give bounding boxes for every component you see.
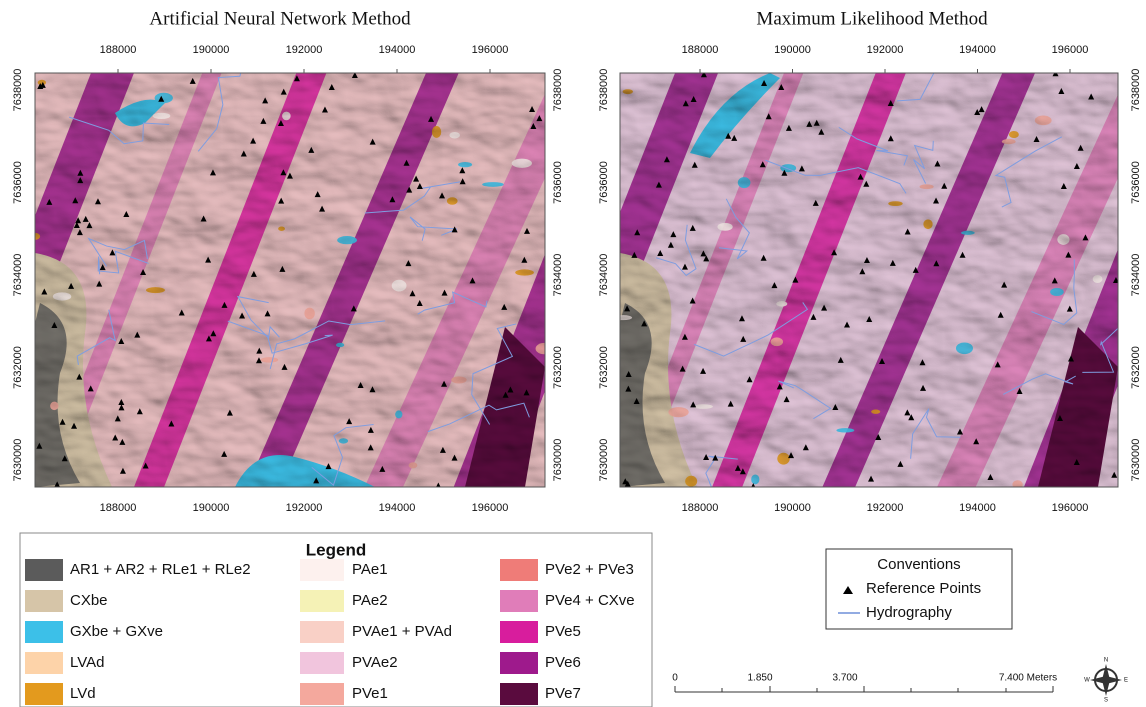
conventions-item: Hydrography bbox=[866, 604, 952, 621]
y-tick-label: 7638000 bbox=[598, 69, 610, 112]
legend-swatch bbox=[500, 652, 538, 674]
legend-label: PAe1 bbox=[352, 561, 388, 578]
x-tick-label: 190000 bbox=[193, 502, 230, 514]
legend-swatch bbox=[25, 652, 63, 674]
x-tick-label: 188000 bbox=[100, 502, 137, 514]
north-label: N bbox=[1104, 658, 1108, 664]
legend-label: GXbe + GXve bbox=[70, 623, 163, 640]
y-tick-label: 7636000 bbox=[552, 161, 564, 204]
scale-label: 7.400 Meters bbox=[999, 673, 1057, 684]
legend-label: PVe1 bbox=[352, 685, 388, 702]
legend-swatch bbox=[500, 559, 538, 581]
y-tick-label: 7636000 bbox=[598, 161, 610, 204]
legend-swatch bbox=[300, 683, 344, 705]
y-tick-label: 7632000 bbox=[552, 346, 564, 389]
y-tick-label: 7632000 bbox=[598, 346, 610, 389]
scale-label: 3.700 bbox=[832, 673, 857, 684]
legend-swatch bbox=[300, 590, 344, 612]
y-tick-label: 7634000 bbox=[552, 254, 564, 297]
legend-label: PVAe2 bbox=[352, 654, 398, 671]
y-tick-label: 7630000 bbox=[552, 439, 564, 482]
north-label: E bbox=[1124, 678, 1128, 684]
legend-swatch bbox=[300, 652, 344, 674]
legend-swatch bbox=[25, 621, 63, 643]
x-tick-label: 190000 bbox=[774, 44, 811, 56]
legend-label: PVe7 bbox=[545, 685, 581, 702]
y-tick-label: 7636000 bbox=[12, 161, 24, 204]
map-area bbox=[517, 16, 1146, 527]
north-arrow bbox=[1090, 664, 1122, 696]
legend-swatch bbox=[25, 683, 63, 705]
x-tick-label: 192000 bbox=[867, 44, 904, 56]
y-tick-label: 7634000 bbox=[1130, 254, 1142, 297]
y-tick-label: 7630000 bbox=[598, 439, 610, 482]
y-tick-label: 7632000 bbox=[12, 346, 24, 389]
x-tick-label: 188000 bbox=[100, 44, 137, 56]
legend-label: PAe2 bbox=[352, 592, 388, 609]
north-label: S bbox=[1104, 698, 1108, 704]
hillshade bbox=[35, 73, 545, 487]
north-label: W bbox=[1084, 678, 1090, 684]
x-tick-label: 194000 bbox=[959, 44, 996, 56]
y-tick-label: 7636000 bbox=[1130, 161, 1142, 204]
hillshade bbox=[620, 73, 1118, 487]
legend-swatch bbox=[25, 590, 63, 612]
y-tick-label: 7632000 bbox=[1130, 346, 1142, 389]
map-title: Maximum Likelihood Method bbox=[756, 8, 988, 29]
legend-swatch bbox=[500, 683, 538, 705]
x-tick-label: 194000 bbox=[379, 44, 416, 56]
x-tick-label: 188000 bbox=[682, 502, 719, 514]
y-tick-label: 7638000 bbox=[1130, 69, 1142, 112]
legend-swatch bbox=[500, 590, 538, 612]
x-tick-label: 196000 bbox=[1052, 44, 1089, 56]
legend-label: CXbe bbox=[70, 592, 108, 609]
x-tick-label: 194000 bbox=[379, 502, 416, 514]
y-tick-label: 7638000 bbox=[552, 69, 564, 112]
x-tick-label: 196000 bbox=[472, 44, 509, 56]
x-tick-label: 196000 bbox=[472, 502, 509, 514]
map-title: Artificial Neural Network Method bbox=[149, 8, 411, 29]
x-tick-label: 190000 bbox=[774, 502, 811, 514]
x-tick-label: 194000 bbox=[959, 502, 996, 514]
figure: Artificial Neural Network Method 188000 18… bbox=[0, 0, 1146, 707]
legend-label: PVe5 bbox=[545, 623, 581, 640]
x-tick-label: 196000 bbox=[1052, 502, 1089, 514]
y-tick-label: 7630000 bbox=[1130, 439, 1142, 482]
legend-swatch bbox=[500, 621, 538, 643]
legend-swatch bbox=[300, 559, 344, 581]
y-tick-label: 7630000 bbox=[12, 439, 24, 482]
scale-label: 0 bbox=[672, 673, 678, 684]
y-tick-label: 7634000 bbox=[12, 254, 24, 297]
y-tick-label: 7638000 bbox=[12, 69, 24, 112]
x-tick-label: 188000 bbox=[682, 44, 719, 56]
legend-label: PVe2 + PVe3 bbox=[545, 561, 634, 578]
legend-label: LVAd bbox=[70, 654, 104, 671]
legend-label: PVe6 bbox=[545, 654, 581, 671]
x-tick-label: 192000 bbox=[286, 44, 323, 56]
legend-label: LVd bbox=[70, 685, 96, 702]
y-tick-label: 7634000 bbox=[598, 254, 610, 297]
legend-label: AR1 + AR2 + RLe1 + RLe2 bbox=[70, 561, 251, 578]
conventions-title: Conventions bbox=[877, 556, 960, 573]
scale-label: 1.850 bbox=[747, 673, 772, 684]
legend-label: PVAe1 + PVAd bbox=[352, 623, 452, 640]
legend-label: PVe4 + CXve bbox=[545, 592, 635, 609]
conventions-item: Reference Points bbox=[866, 580, 981, 597]
scale-bar bbox=[675, 686, 1053, 692]
x-tick-label: 190000 bbox=[193, 44, 230, 56]
legend-title: Legend bbox=[306, 540, 366, 559]
x-tick-label: 192000 bbox=[867, 502, 904, 514]
legend-swatch bbox=[25, 559, 63, 581]
legend-swatch bbox=[300, 621, 344, 643]
x-tick-label: 192000 bbox=[286, 502, 323, 514]
